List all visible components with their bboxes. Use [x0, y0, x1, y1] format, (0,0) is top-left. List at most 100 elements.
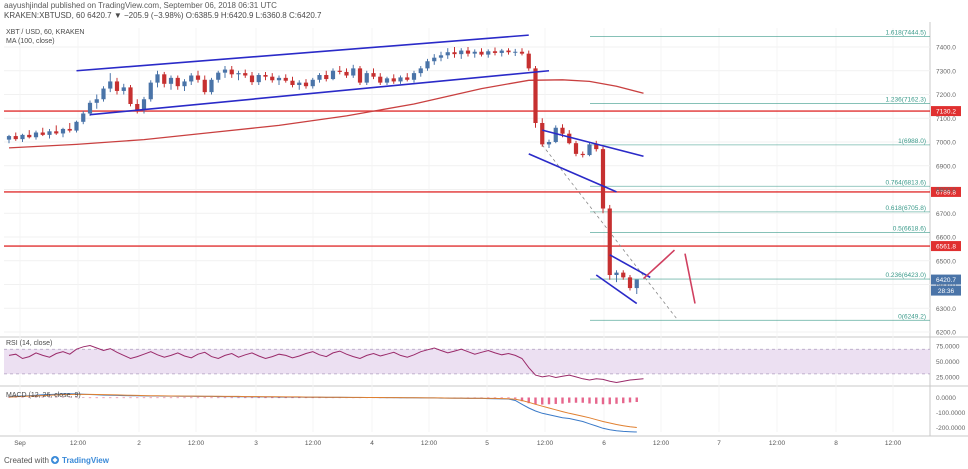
- macd-histogram-bar: [163, 397, 166, 399]
- candle-body: [492, 51, 498, 53]
- candle-body: [418, 68, 423, 74]
- candle-body: [364, 73, 369, 83]
- macd-histogram-bar: [196, 397, 200, 399]
- macd-histogram-bar: [217, 397, 220, 399]
- candle-body: [310, 79, 315, 87]
- candle-body: [27, 134, 32, 138]
- candle-body: [425, 61, 430, 69]
- macd-histogram-bar: [169, 397, 173, 399]
- candle-body: [168, 77, 174, 84]
- fib-level-label: 1(6988.0): [898, 138, 926, 145]
- candle-body: [614, 272, 619, 275]
- candle-body: [108, 81, 113, 89]
- candle-body: [371, 73, 376, 77]
- price-tick-label: 6400.0: [936, 282, 956, 289]
- candle-body: [587, 144, 592, 156]
- macd-histogram-bar: [55, 396, 58, 398]
- macd-histogram-bar: [622, 397, 625, 404]
- macd-tick-label: -100.0000: [936, 410, 966, 417]
- macd-histogram-bar: [41, 396, 44, 398]
- channel-trendline: [542, 129, 644, 158]
- candle-body: [627, 277, 633, 289]
- candle-body: [222, 69, 228, 73]
- candle-body: [236, 73, 241, 75]
- candle-body: [67, 128, 72, 131]
- macd-histogram-bar: [541, 397, 544, 405]
- macd-histogram-bar: [561, 397, 564, 404]
- last-price-label: 6420.7: [936, 277, 956, 284]
- macd-histogram-bar: [311, 397, 314, 399]
- candle-body: [351, 68, 356, 76]
- candle-body: [405, 77, 410, 80]
- price-tick-label: 7200.0: [936, 92, 956, 99]
- macd-histogram-bar: [122, 397, 125, 399]
- time-tick-label: 8: [834, 440, 838, 447]
- candle-body: [283, 77, 288, 81]
- tradingview-logo-icon: [51, 456, 59, 464]
- candle-body: [580, 153, 585, 156]
- macd-tick-label: 0.0000: [936, 395, 956, 402]
- macd-histogram-bar: [534, 397, 537, 405]
- macd-histogram-bar: [581, 397, 584, 403]
- candle-body: [378, 76, 383, 83]
- candle-body: [398, 77, 403, 82]
- channel-trendline: [89, 69, 550, 116]
- macd-histogram-bar: [82, 397, 85, 398]
- macd-label: MACD (12, 26, close, 9): [6, 392, 81, 399]
- macd-histogram-bar: [291, 397, 294, 399]
- macd-histogram-bar: [284, 397, 287, 399]
- candle-body: [573, 143, 579, 154]
- macd-histogram-bar: [527, 397, 530, 404]
- channel-trendline: [609, 254, 651, 279]
- candle-body: [499, 50, 504, 53]
- time-tick-label: 12:00: [885, 440, 902, 447]
- moving-average-line: [8, 79, 644, 149]
- macd-histogram-bar: [264, 397, 267, 399]
- channel-trendline: [528, 153, 617, 193]
- rsi-tick-label: 50.0000: [936, 359, 960, 366]
- candle-body: [459, 50, 464, 55]
- price-tick-label: 6600.0: [936, 235, 956, 242]
- candle-body: [337, 70, 342, 72]
- candle-body: [330, 70, 336, 80]
- macd-histogram-bar: [500, 397, 503, 399]
- candle-body: [128, 87, 133, 104]
- countdown-label: 28:36: [938, 288, 955, 295]
- time-tick-label: 12:00: [769, 440, 786, 447]
- rsi-label: RSI (14, close): [6, 340, 52, 347]
- macd-histogram-bar: [149, 397, 152, 399]
- price-tick-label: 7300.0: [936, 68, 956, 75]
- rsi-line: [8, 344, 644, 384]
- candle-body: [432, 57, 437, 62]
- macd-histogram-bar: [318, 397, 321, 399]
- macd-histogram-bar: [203, 397, 206, 399]
- publisher-line: aayushjindal published on TradingView.co…: [4, 1, 277, 10]
- candle-body: [175, 77, 180, 87]
- macd-histogram-bar: [48, 396, 51, 398]
- level-price-label: 6789.8: [936, 189, 956, 196]
- price-tick-label: 6300.0: [936, 306, 956, 313]
- macd-histogram-bar: [14, 397, 17, 398]
- tradingview-brand[interactable]: TradingView: [62, 456, 110, 465]
- candle-body: [540, 123, 545, 145]
- ma-label: MA (100, close): [6, 38, 55, 45]
- candle-body: [135, 104, 140, 110]
- candle-body: [513, 51, 518, 53]
- time-tick-label: 12:00: [653, 440, 670, 447]
- macd-histogram-bar: [230, 397, 233, 399]
- countdown-tag: [931, 285, 961, 296]
- rsi-tick-label: 75.0000: [936, 344, 960, 351]
- macd-histogram-bar: [487, 397, 490, 399]
- candle-body: [303, 82, 309, 87]
- time-tick-label: 6: [602, 440, 606, 447]
- candle-body: [607, 208, 612, 275]
- candle-body: [263, 75, 268, 77]
- time-tick-label: 12:00: [305, 440, 322, 447]
- price-tick-label: 7100.0: [936, 116, 956, 123]
- macd-histogram-bar: [68, 396, 71, 398]
- macd-histogram-bar: [271, 397, 274, 399]
- macd-histogram-bar: [635, 397, 638, 402]
- projection-up-arrow: [642, 249, 676, 280]
- macd-histogram-bar: [176, 397, 179, 399]
